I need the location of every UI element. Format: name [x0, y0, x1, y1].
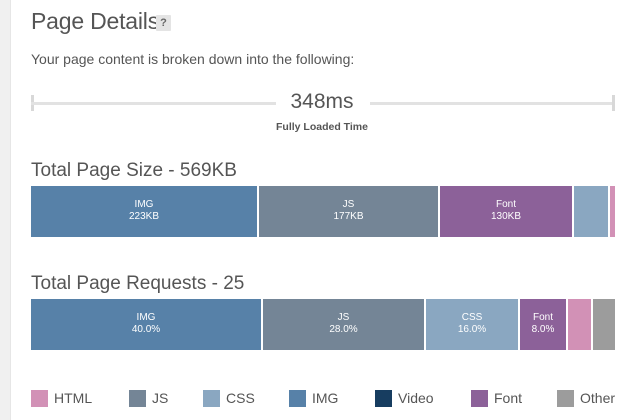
fully-loaded-time-label: Fully Loaded Time: [252, 121, 392, 133]
timeline-line-right: [370, 102, 615, 105]
requests-segment-img[interactable]: IMG 40.0%: [31, 299, 261, 350]
segment-label: IMG: [31, 312, 261, 324]
fully-loaded-time-value: 348ms: [262, 90, 382, 114]
segment-label: JS: [259, 199, 438, 211]
timeline-end-cap: [612, 95, 615, 111]
left-edge-border: [0, 0, 11, 420]
legend-label: IMG: [312, 390, 338, 406]
page-title: Page Details: [31, 8, 159, 35]
segment-label: CSS: [426, 312, 518, 324]
legend-label: Video: [398, 390, 434, 406]
segment-value: 28.0%: [263, 324, 424, 336]
size-segment-html[interactable]: [610, 186, 615, 237]
requests-segment-html[interactable]: [568, 299, 591, 350]
legend-swatch: [129, 390, 146, 407]
size-segment-js[interactable]: JS 177KB: [259, 186, 438, 237]
legend-swatch: [557, 390, 574, 407]
help-icon[interactable]: ?: [156, 15, 171, 31]
segment-value: 223KB: [31, 211, 257, 223]
requests-segment-css[interactable]: CSS 16.0%: [426, 299, 518, 350]
page-subtitle: Your page content is broken down into th…: [31, 51, 354, 67]
requests-segment-js[interactable]: JS 28.0%: [263, 299, 424, 350]
segment-label: JS: [263, 312, 424, 324]
segment-label: Font: [440, 199, 572, 211]
segment-label: IMG: [31, 199, 257, 211]
legend-swatch: [375, 390, 392, 407]
requests-segment-font[interactable]: Font 8.0%: [520, 299, 566, 350]
legend-swatch: [471, 390, 488, 407]
timeline-line-left: [31, 102, 276, 105]
legend-swatch: [203, 390, 220, 407]
segment-value: 177KB: [259, 211, 438, 223]
segment-value: 130KB: [440, 211, 572, 223]
legend-label: CSS: [226, 390, 255, 406]
segment-value: 8.0%: [520, 324, 566, 336]
legend-label: Other: [580, 390, 615, 406]
legend-swatch: [289, 390, 306, 407]
page-size-title: Total Page Size - 569KB: [31, 160, 237, 182]
segment-value: 16.0%: [426, 324, 518, 336]
page-requests-title: Total Page Requests - 25: [31, 273, 244, 295]
page-size-bar: IMG 223KB JS 177KB Font 130KB: [31, 186, 615, 237]
segment-label: Font: [520, 312, 566, 324]
size-segment-font[interactable]: Font 130KB: [440, 186, 572, 237]
legend-swatch: [31, 390, 48, 407]
legend-label: Font: [494, 390, 522, 406]
requests-segment-other[interactable]: [593, 299, 615, 350]
page-requests-bar: IMG 40.0% JS 28.0% CSS 16.0% Font 8.0%: [31, 299, 615, 350]
segment-value: 40.0%: [31, 324, 261, 336]
legend-label: HTML: [54, 390, 92, 406]
size-segment-css[interactable]: [574, 186, 608, 237]
legend-label: JS: [152, 390, 168, 406]
size-segment-img[interactable]: IMG 223KB: [31, 186, 257, 237]
